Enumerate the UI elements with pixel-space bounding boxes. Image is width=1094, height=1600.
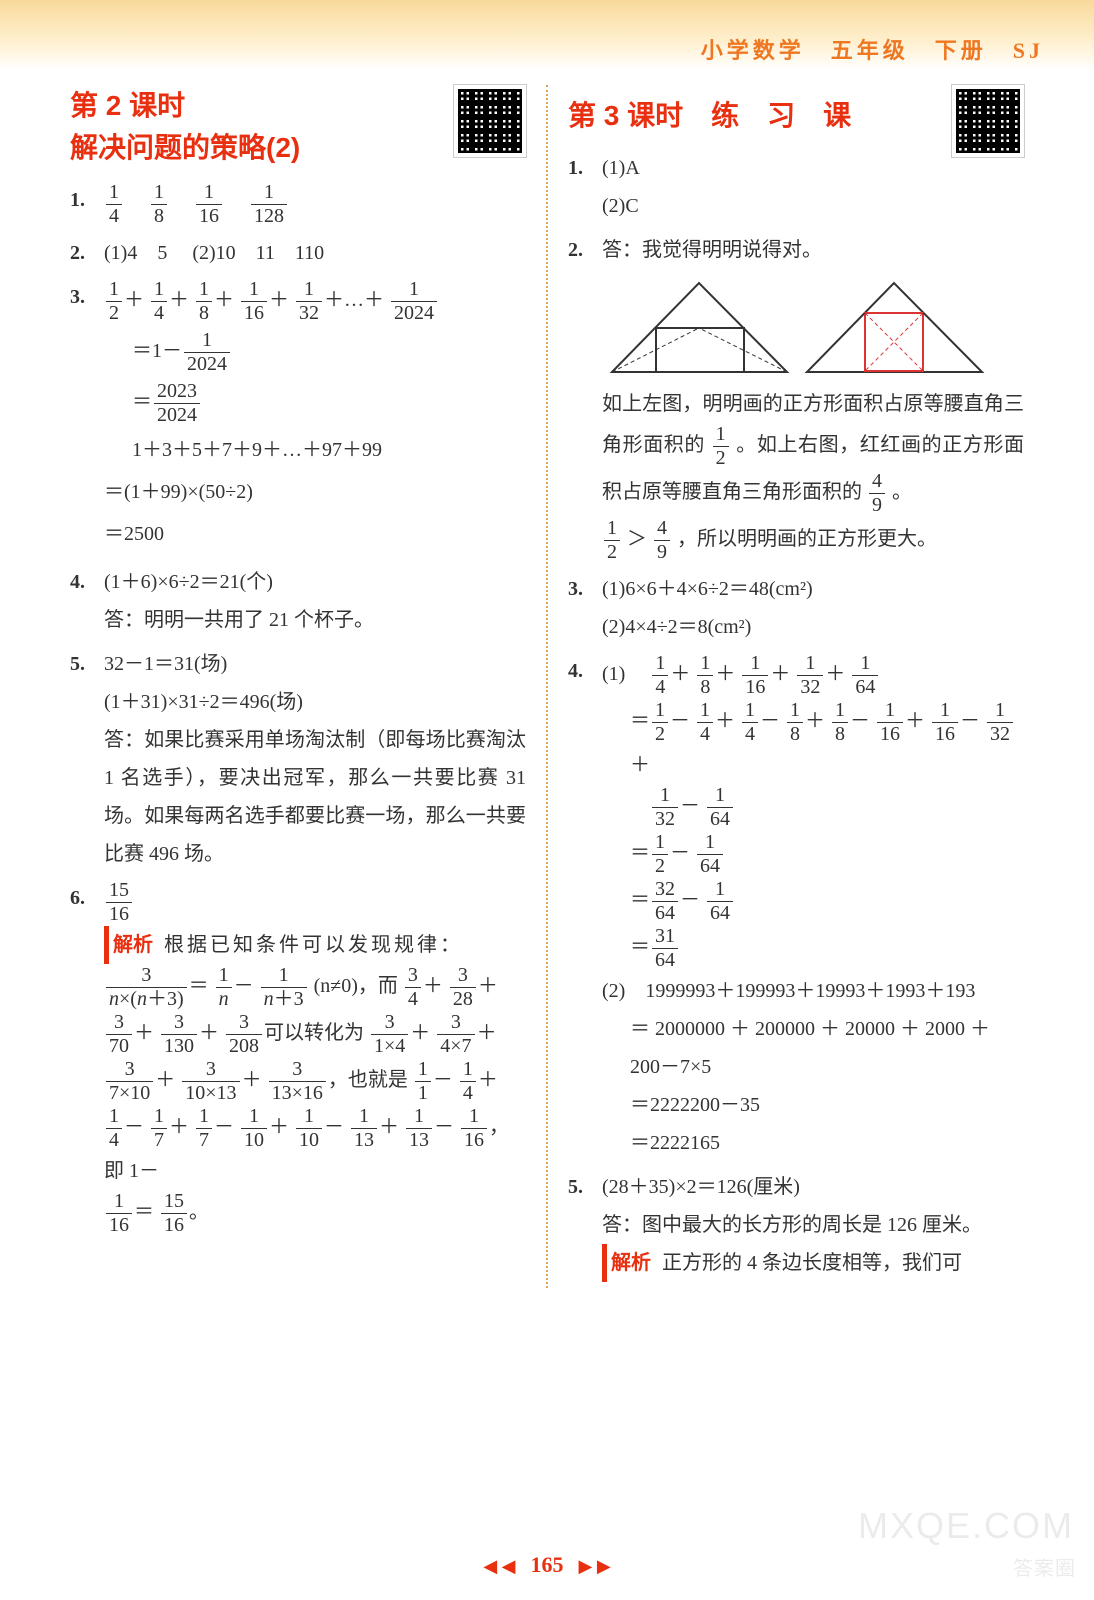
rq5-l2: 答：图中最大的长方形的周长是 126 厘米。 [602,1206,1024,1244]
frac: 1128 [251,181,287,228]
rq5-l1: (28＋35)×2＝126(厘米) [602,1168,1024,1206]
q2-b: (2)10 11 110 [192,242,324,264]
qr-icon [952,85,1024,157]
q4-l1: (1＋6)×6÷2＝21(个) [104,563,526,601]
left-arrows-icon: ◀ ◀ [483,1556,515,1576]
top-banner: 小学数学 五年级 下册 SJ [0,0,1094,70]
q6-eq2: 370＋ 3130＋ 3208可以转化为 31×4＋ 34×7＋ [104,1011,526,1058]
rq4-num: 4. [568,652,602,1162]
right-column: 第 3 课时 练 习 课 1. (1)A (2)C 2. 答：我觉得明明说得对。 [550,85,1054,1288]
rq2-l1: 答：我觉得明明说得对。 [602,231,1024,269]
q6-eq1: 3n×(n＋3)＝ 1n－ 1n＋3 (n≠0)，而 34＋ 328＋ [104,964,526,1011]
q2-a: (1)4 5 [104,242,167,264]
rq4-p2-l2: ＝ 2000000 ＋ 200000 ＋ 20000 ＋ 2000 ＋ 200－… [630,1010,1024,1086]
q1: 1. 14 18 116 1128 [70,181,526,228]
rq4-p1-l2b: 132－ 164 [650,784,1024,831]
q6: 6. 1516 解析 根据已知条件可以发现规律： 3n×(n＋3)＝ 1n－ 1… [70,879,526,1237]
rq5: 5. (28＋35)×2＝126(厘米) 答：图中最大的长方形的周长是 126 … [568,1168,1024,1282]
q6-eq4: 14－ 17＋ 17－ 110＋ 110－ 113＋ 113－ 116，即 1－ [104,1105,526,1190]
q5-body: 32－1＝31(场) (1＋31)×31÷2＝496(场) 答：如果比赛采用单场… [104,645,526,873]
book-header: 小学数学 五年级 下册 SJ [701,30,1044,72]
lesson-3-text: 第 3 课时 练 习 课 [568,100,851,131]
triangle-left-svg [602,277,792,377]
q6-body: 1516 解析 根据已知条件可以发现规律： 3n×(n＋3)＝ 1n－ 1n＋3… [104,879,526,1237]
rq1-num: 1. [568,149,602,225]
q3-num: 3. [70,278,104,557]
frac: 18 [151,181,167,228]
rq2-body: 答：我觉得明明说得对。 [602,231,1024,564]
q3-body: 12＋ 14＋ 18＋ 116＋ 132＋…＋ 12024 ＝1－12024 ＝… [104,278,526,557]
q1-num: 1. [70,181,104,228]
q5-num: 5. [70,645,104,873]
q3-l6: ＝2500 [104,515,526,553]
qr-icon [454,85,526,157]
q3-l3: ＝20232024 [132,380,526,427]
rq1-body: (1)A (2)C [602,149,1024,225]
rq3-body: (1)6×6＋4×6÷2＝48(cm²) (2)4×4÷2＝8(cm²) [602,570,1024,646]
rq5-body: (28＋35)×2＝126(厘米) 答：图中最大的长方形的周长是 126 厘米。… [602,1168,1024,1282]
q6-num: 6. [70,879,104,1237]
column-divider [546,85,548,1288]
rq4-p2-l3: ＝2222200－35 [630,1086,1024,1124]
jiexi-label: 解析 [104,926,153,964]
q3-l2: ＝1－12024 [132,329,526,376]
rq3-b: (2)4×4÷2＝8(cm²) [602,608,1024,646]
rq4-p2-l1: (2) 1999993＋199993＋19993＋1993＋193 [602,972,1024,1010]
rq5-l3: 解析 正方形的 4 条边长度相等，我们可 [602,1244,1024,1282]
rq3-a: (1)6×6＋4×6÷2＝48(cm²) [602,570,1024,608]
q3-l5: ＝(1＋99)×(50÷2) [104,473,526,511]
watermark-cn: 答案圈 [1013,1550,1076,1588]
page-columns: 第 2 课时 解决问题的策略(2) 1. 14 18 116 1128 2. (… [0,70,1094,1288]
lesson-3-title: 第 3 课时 练 习 课 [568,85,1024,137]
q4-num: 4. [70,563,104,639]
q5-l2: (1＋31)×31÷2＝496(场) [104,683,526,721]
page-number: 165 [531,1552,564,1577]
rq1-b: (2)C [602,187,1024,225]
frac: 116 [196,181,222,228]
triangle-diagrams [602,277,1024,377]
left-column: 第 2 课时 解决问题的策略(2) 1. 14 18 116 1128 2. (… [40,85,544,1288]
lesson-2-title: 第 2 课时 解决问题的策略(2) [70,85,526,169]
rq4-p1-l5: ＝3164 [630,925,1024,972]
rq2: 2. 答：我觉得明明说得对。 [568,231,1024,564]
q6-eq5: 116＝ 1516。 [104,1190,526,1237]
q2: 2. (1)4 5 (2)10 11 110 [70,234,526,272]
q5-l1: 32－1＝31(场) [104,645,526,683]
q2-num: 2. [70,234,104,272]
q2-body: (1)4 5 (2)10 11 110 [104,234,526,272]
q3-l4: 1＋3＋5＋7＋9＋…＋97＋99 [132,431,526,469]
rq4-p1-l1: (1) 14＋ 18＋ 116＋ 132＋ 164 [602,652,1024,699]
rq3-num: 3. [568,570,602,646]
q1-body: 14 18 116 1128 [104,181,526,228]
rq3: 3. (1)6×6＋4×6÷2＝48(cm²) (2)4×4÷2＝8(cm²) [568,570,1024,646]
q5-l3: 答：如果比赛采用单场淘汰制（即每场比赛淘汰 1 名选手），要决出冠军，那么一共要… [104,721,526,873]
q5: 5. 32－1＝31(场) (1＋31)×31÷2＝496(场) 答：如果比赛采… [70,645,526,873]
q3: 3. 12＋ 14＋ 18＋ 116＋ 132＋…＋ 12024 ＝1－1202… [70,278,526,557]
rq1: 1. (1)A (2)C [568,149,1024,225]
frac: 14 [106,181,122,228]
q6-t1: 根据已知条件可以发现规律： [164,934,463,956]
rq4-p2-l4: ＝2222165 [630,1124,1024,1162]
rq2-l2: 如上左图，明明画的正方形面积占原等腰直角三角形面积的 12 。如上右图，红红画的… [602,385,1024,517]
rq4-p1-l4: ＝3264－ 164 [630,878,1024,925]
rq2-num: 2. [568,231,602,564]
jiexi-label: 解析 [602,1244,651,1282]
rq5-num: 5. [568,1168,602,1282]
rq4-p1-l3: ＝12－ 164 [630,831,1024,878]
q4: 4. (1＋6)×6÷2＝21(个) 答：明明一共用了 21 个杯子。 [70,563,526,639]
rq4-body: (1) 14＋ 18＋ 116＋ 132＋ 164 ＝12－ 14＋ 14－ 1… [602,652,1024,1162]
rq2-l3: 12 ＞ 49 ，所以明明画的正方形更大。 [602,517,1024,564]
rq4-p1-l2: ＝12－ 14＋ 14－ 18＋ 18－ 116＋ 116－ 132＋ [630,699,1024,784]
right-arrows-icon: ▶ ▶ [579,1556,611,1576]
triangle-right-svg [797,277,987,377]
rq4: 4. (1) 14＋ 18＋ 116＋ 132＋ 164 ＝12－ 14＋ 14… [568,652,1024,1162]
q6-eq3: 37×10＋ 310×13＋ 313×16，也就是 11－ 14＋ [104,1058,526,1105]
q4-l2: 答：明明一共用了 21 个杯子。 [104,601,526,639]
q4-body: (1＋6)×6÷2＝21(个) 答：明明一共用了 21 个杯子。 [104,563,526,639]
